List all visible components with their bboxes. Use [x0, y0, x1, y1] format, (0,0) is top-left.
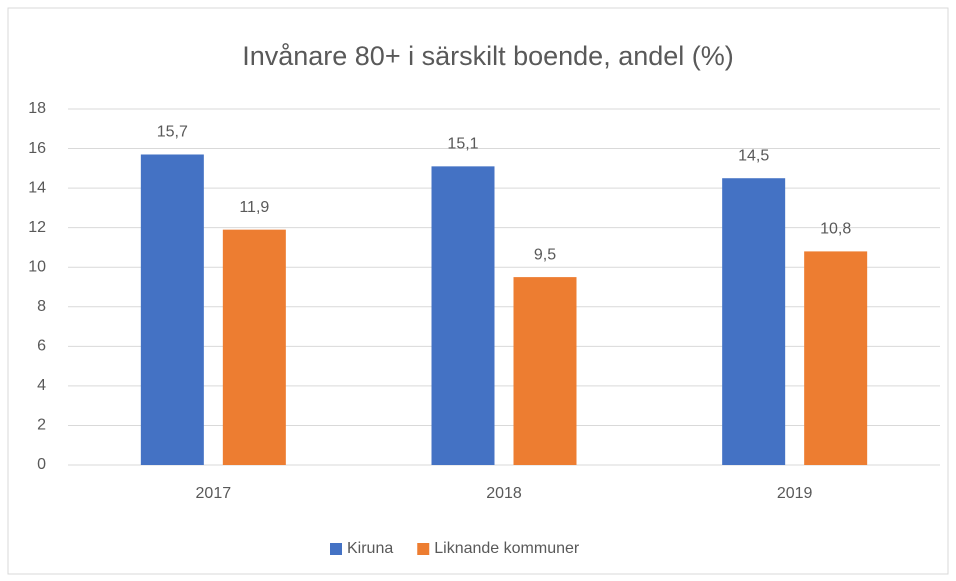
y-tick-label: 18	[28, 100, 46, 117]
x-tick-label: 2019	[777, 485, 813, 502]
y-tick-label: 10	[28, 258, 46, 275]
x-tick-label: 2018	[486, 485, 522, 502]
y-tick-label: 2	[37, 417, 46, 434]
bar	[431, 166, 495, 465]
value-label: 14,5	[738, 147, 769, 164]
legend-swatch	[417, 543, 430, 555]
legend-label: Kiruna	[347, 540, 393, 557]
bar	[722, 178, 786, 465]
value-label: 15,1	[447, 136, 478, 153]
value-label: 10,8	[820, 221, 851, 238]
value-label: 9,5	[534, 246, 556, 263]
chart-title: Invånare 80+ i särskilt boende, andel (%…	[242, 41, 734, 71]
y-tick-label: 12	[28, 219, 46, 236]
bar	[804, 251, 868, 465]
y-tick-label: 4	[37, 377, 46, 394]
x-tick-label: 2017	[196, 485, 232, 502]
value-label: 11,9	[239, 199, 269, 216]
bar	[140, 154, 204, 465]
y-tick-label: 0	[37, 456, 46, 473]
y-tick-label: 14	[28, 179, 46, 196]
legend-label: Liknande kommuner	[434, 540, 580, 557]
value-label: 15,7	[157, 124, 188, 141]
bar	[513, 277, 577, 465]
y-tick-label: 8	[37, 298, 46, 315]
y-tick-label: 16	[28, 140, 46, 157]
y-tick-label: 6	[37, 338, 46, 355]
legend-swatch	[330, 543, 342, 555]
bar	[222, 229, 286, 465]
